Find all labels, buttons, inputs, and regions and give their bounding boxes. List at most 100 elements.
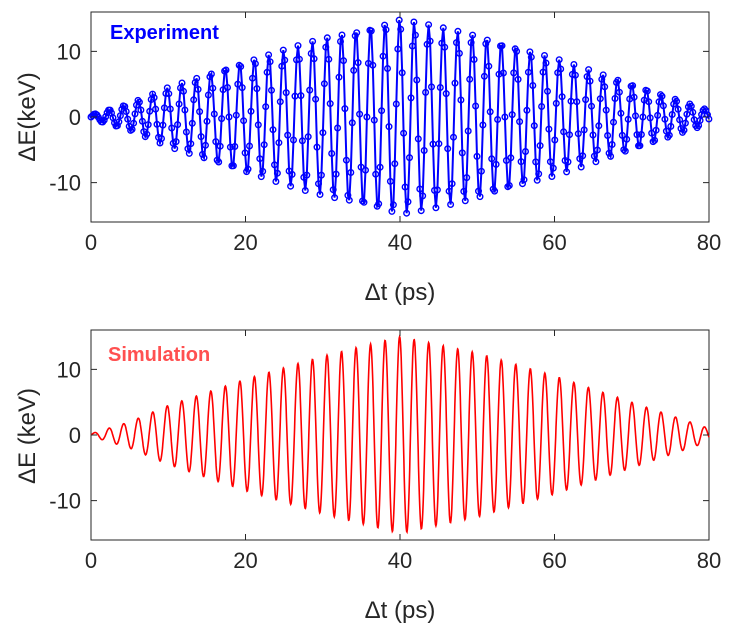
- data-point: [668, 110, 676, 118]
- data-point: [306, 86, 314, 94]
- data-point: [617, 109, 625, 117]
- data-point: [570, 61, 578, 69]
- data-point: [187, 140, 195, 148]
- data-point: [516, 118, 524, 126]
- y-tick-label: 10: [57, 39, 81, 64]
- x-tick-label: 60: [542, 230, 566, 255]
- data-point: [552, 99, 560, 107]
- data-point: [215, 158, 223, 166]
- y-tick-label: 0: [69, 423, 81, 448]
- data-point: [408, 42, 416, 50]
- data-point: [665, 131, 673, 139]
- data-point: [454, 27, 462, 35]
- data-point: [304, 133, 312, 141]
- data-point: [639, 113, 647, 121]
- experiment-annotation: Experiment: [110, 22, 219, 44]
- data-point: [649, 138, 657, 146]
- data-point: [598, 75, 606, 83]
- data-point: [113, 122, 121, 130]
- data-point: [520, 176, 528, 184]
- data-point: [667, 122, 675, 130]
- y-tick-label: -10: [49, 489, 81, 514]
- data-point: [542, 59, 550, 67]
- data-point: [190, 96, 198, 104]
- data-point: [558, 93, 566, 101]
- data-point: [210, 110, 218, 118]
- data-point: [607, 152, 615, 160]
- data-point: [687, 102, 695, 110]
- data-point: [435, 140, 443, 148]
- data-point: [312, 95, 320, 103]
- data-point: [517, 158, 525, 166]
- data-point: [652, 126, 660, 134]
- data-point: [200, 154, 208, 162]
- data-point: [655, 98, 663, 106]
- data-point: [643, 87, 651, 95]
- x-tick-label: 40: [388, 230, 412, 255]
- data-point: [382, 26, 390, 34]
- data-point: [172, 138, 180, 146]
- data-point: [620, 146, 628, 154]
- data-point: [275, 139, 283, 147]
- data-point: [541, 52, 549, 60]
- data-point: [295, 55, 303, 63]
- data-point: [375, 200, 383, 208]
- data-point: [555, 56, 563, 64]
- data-point: [204, 91, 212, 99]
- data-point: [263, 68, 271, 76]
- data-point: [413, 76, 421, 84]
- data-point: [359, 197, 367, 205]
- data-point: [548, 172, 556, 180]
- data-point: [546, 158, 554, 166]
- data-point: [498, 42, 506, 50]
- data-point: [386, 177, 394, 185]
- y-tick-label: 0: [69, 105, 81, 130]
- data-point: [282, 89, 290, 97]
- data-point: [229, 162, 237, 170]
- data-point: [629, 82, 637, 90]
- data-point: [630, 93, 638, 101]
- data-point: [360, 198, 368, 206]
- x-tick-label: 20: [233, 548, 257, 573]
- data-point: [284, 131, 292, 139]
- data-point: [461, 197, 469, 205]
- x-tick-label: 80: [697, 548, 721, 573]
- x-tick-label: 60: [542, 548, 566, 573]
- data-point: [256, 155, 264, 163]
- data-point: [674, 105, 682, 113]
- data-point: [595, 122, 603, 130]
- data-point: [585, 66, 593, 74]
- data-point: [586, 77, 594, 85]
- data-point: [279, 46, 287, 54]
- data-point: [369, 61, 377, 69]
- data-point: [432, 204, 440, 212]
- data-point: [485, 62, 493, 70]
- data-point: [115, 118, 123, 126]
- y-axis-label: ΔE (keV): [14, 388, 41, 484]
- data-point: [315, 180, 323, 188]
- data-point: [549, 164, 557, 172]
- data-point: [188, 119, 196, 127]
- data-point: [182, 128, 190, 136]
- data-point: [621, 147, 629, 155]
- data-point: [232, 111, 240, 119]
- data-point: [419, 192, 427, 200]
- data-point: [269, 126, 277, 134]
- data-point: [507, 154, 515, 162]
- data-point: [203, 117, 211, 125]
- data-point: [448, 180, 456, 188]
- data-point: [615, 88, 623, 96]
- data-point: [596, 95, 604, 103]
- data-point: [326, 100, 334, 108]
- data-point: [480, 72, 488, 80]
- data-point: [209, 84, 217, 92]
- data-point: [470, 56, 478, 64]
- data-point: [414, 135, 422, 143]
- data-point: [212, 138, 220, 146]
- data-point: [144, 121, 152, 129]
- data-point: [116, 112, 124, 120]
- data-point: [483, 36, 491, 44]
- data-point: [602, 106, 610, 114]
- data-point: [705, 115, 713, 123]
